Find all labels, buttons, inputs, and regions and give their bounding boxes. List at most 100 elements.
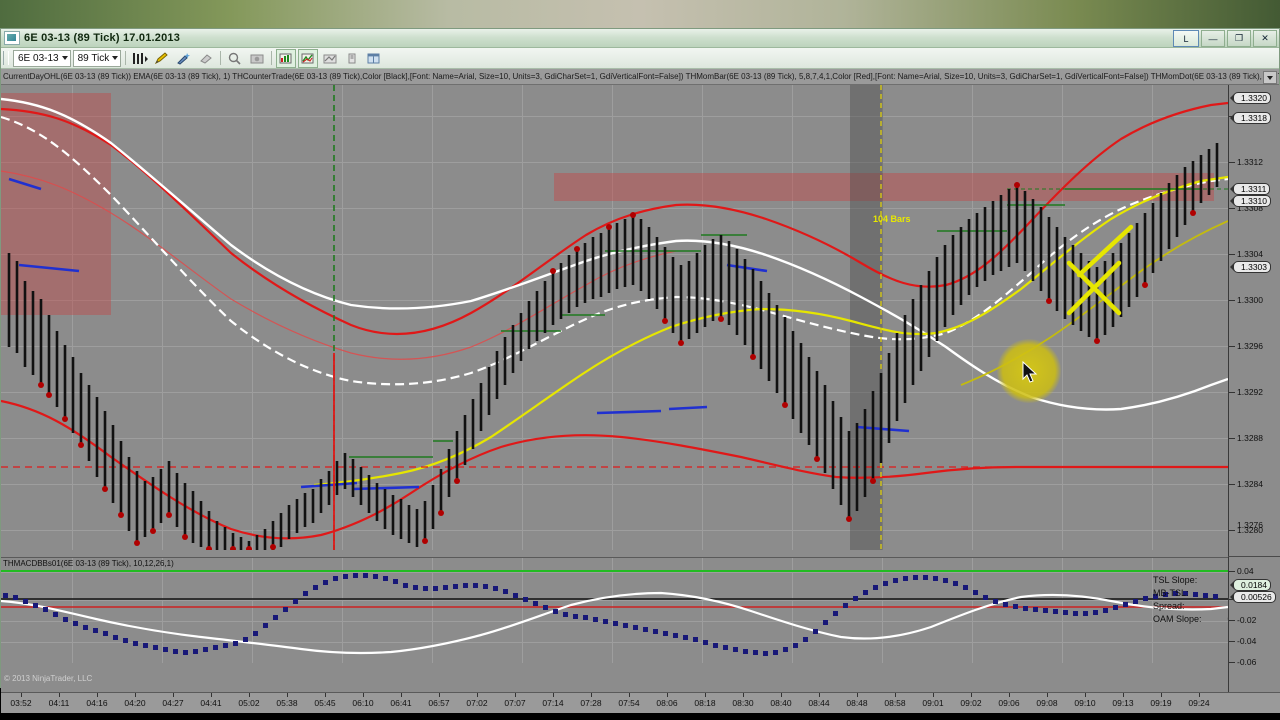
macd-tag: 0.0184 [1230,579,1271,591]
time-label: 04:41 [200,698,222,708]
macd-axis-label: -0.06 [1237,657,1257,667]
price-plot [1,85,1228,550]
axis-label: 1.3288 [1237,433,1263,443]
upper-band-line [1,101,1228,336]
time-label: 06:10 [352,698,374,708]
time-label: 09:08 [1036,698,1058,708]
ninjatrader-chart-window: 6E 03-13 (89 Tick) 17.01.2013 L — ❐ ✕ 6E… [0,28,1280,713]
resistance-zone [554,173,1214,201]
magic-wand-icon[interactable] [174,49,194,68]
instrument-selector[interactable]: 6E 03-13 [13,49,71,67]
time-label: 07:07 [504,698,526,708]
zoom-icon[interactable] [225,49,245,68]
properties-icon[interactable] [342,49,362,68]
copyright-label: © 2013 NinjaTrader, LLC [4,674,93,683]
yellow-x-drawing [1066,224,1134,316]
time-label: 05:45 [314,698,336,708]
time-label: 09:10 [1074,698,1096,708]
axis-label: 1.3304 [1237,249,1263,259]
time-label: 07:14 [542,698,564,708]
axis-divider [1228,556,1280,557]
time-axis[interactable]: 03:52 04:11 04:16 04:20 04:27 04:41 05:0… [1,692,1280,713]
close-button[interactable]: ✕ [1253,30,1277,47]
axis-label: 1.3300 [1237,295,1263,305]
time-label: 09:02 [960,698,982,708]
indicator-description-text: CurrentDayOHL(6E 03-13 (89 Tick)) EMA(6E… [3,72,1279,81]
chevron-down-icon[interactable] [1263,71,1277,84]
maximize-button[interactable]: ❐ [1227,30,1251,47]
video-letterbox-top [0,0,1280,28]
data-series-icon[interactable] [276,48,297,68]
stat-label: MB-TSL: [1153,588,1189,598]
axis-label-alt: 1.3276 [1237,520,1263,530]
toolbar-grip[interactable] [3,51,9,65]
price-tag: 1.3320 [1230,92,1271,104]
time-label: 04:16 [86,698,108,708]
time-label: 07:28 [580,698,602,708]
toolbar-separator [220,51,222,65]
time-label: 06:41 [390,698,412,708]
axis-label: 1.3296 [1237,341,1263,351]
eraser-icon[interactable] [196,49,216,68]
indicators-icon[interactable] [298,48,319,68]
toolbar-separator [271,51,273,65]
time-label: 08:30 [732,698,754,708]
toolbar-separator [125,51,127,65]
chart-canvas[interactable]: 104 Bars TSL Slope: 1.86 MB-TSL: 4 Sprea… [1,85,1280,713]
time-label: 09:24 [1188,698,1210,708]
time-label: 06:57 [428,698,450,708]
time-label: 05:38 [276,698,298,708]
price-tag: 1.3310 [1230,195,1271,207]
mid-band-line [1,170,677,360]
window-title: 6E 03-13 (89 Tick) 17.01.2013 [24,32,181,44]
axis-label: 1.3292 [1237,387,1263,397]
chart-toolbar: 6E 03-13 89 Tick [1,48,1279,69]
momentum-dots [38,182,1196,550]
shaded-session-region [850,85,883,550]
time-label: 09:13 [1112,698,1134,708]
layout-icon[interactable] [364,49,384,68]
bar-type-icon[interactable] [130,49,150,68]
time-label: 09:19 [1150,698,1172,708]
instrument-value: 6E 03-13 [18,52,59,64]
macd-axis-label: -0.04 [1237,636,1257,646]
time-label: 08:48 [846,698,868,708]
price-axis[interactable]: 1.3316 1.3312 1.3308 1.3304 1.3300 1.329… [1228,85,1280,692]
time-label: 04:27 [162,698,184,708]
time-label: 08:44 [808,698,830,708]
time-label: 09:06 [998,698,1020,708]
window-controls: L — ❐ ✕ [1173,30,1277,47]
price-tag: 1.3318 [1230,112,1271,124]
time-label: 08:40 [770,698,792,708]
stat-label: TSL Slope: [1153,575,1198,585]
axis-label: 1.3284 [1237,479,1263,489]
time-label: 07:02 [466,698,488,708]
layout-button[interactable]: L [1173,30,1199,47]
strategies-icon[interactable] [320,49,340,68]
macd-signal-white-line [1,591,1228,655]
mid-ma-dashed-line [1,115,1228,386]
drawing-pencil-icon[interactable] [152,49,172,68]
macd-indicator-label: THMACDBBs01(6E 03-13 (89 Tick), 10,12,26… [3,559,174,568]
price-tag: 1.3303 [1230,261,1271,273]
price-pane[interactable] [1,85,1228,550]
bars-count-annotation: 104 Bars [873,214,911,224]
interval-selector[interactable]: 89 Tick [72,49,122,67]
minimize-button[interactable]: — [1201,30,1225,47]
time-label: 08:06 [656,698,678,708]
time-label: 03:52 [10,698,32,708]
macd-dot-series [3,573,1218,656]
macd-axis-label: -0.02 [1237,615,1257,625]
time-label: 07:54 [618,698,640,708]
candlestick-series [7,143,1219,550]
axis-label: 1.3312 [1237,157,1263,167]
chevron-down-icon [61,56,68,60]
title-bar: 6E 03-13 (89 Tick) 17.01.2013 L — ❐ ✕ [1,29,1279,48]
axis-label: 1.3308 [1237,203,1263,213]
macd-plot [1,570,1228,656]
fast-ma-yellow-line [313,175,1228,487]
time-label: 08:58 [884,698,906,708]
snapshot-icon[interactable] [247,49,267,68]
time-label: 04:20 [124,698,146,708]
